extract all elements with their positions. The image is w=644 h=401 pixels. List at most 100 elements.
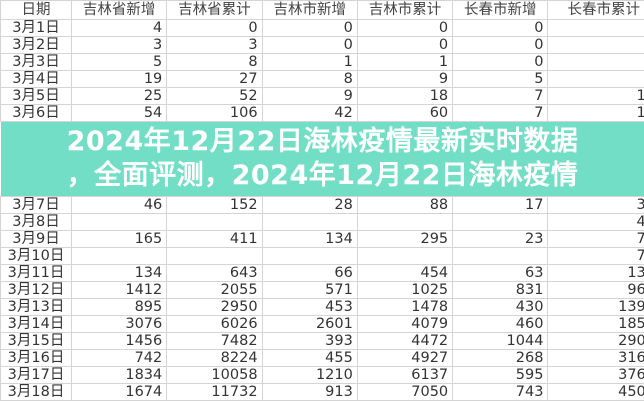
date-cell: 3月16日 — [1, 350, 72, 367]
value-cell: 1456 — [71, 333, 166, 350]
value-cell: 268 — [453, 350, 548, 367]
value-cell: 17 — [453, 197, 548, 214]
value-cell: 2901 — [548, 333, 644, 350]
value-cell: 134 — [262, 231, 357, 248]
value-cell: 7 — [453, 88, 548, 105]
value-cell — [357, 214, 452, 231]
value-cell: 0 — [548, 20, 644, 37]
value-cell: 9 — [357, 71, 452, 88]
value-cell: 60 — [357, 105, 452, 122]
value-cell: 0 — [357, 37, 452, 54]
value-cell: 595 — [453, 367, 548, 384]
value-cell: 3 — [71, 37, 166, 54]
value-cell: 7050 — [357, 384, 452, 401]
value-cell — [453, 248, 548, 265]
value-cell: 0 — [262, 37, 357, 54]
value-cell: 48 — [548, 214, 644, 231]
banner-cell: 2024年12月22日海林疫情最新实时数据 ，全面评测，2024年12月22日海… — [1, 122, 644, 197]
date-cell: 3月12日 — [1, 282, 72, 299]
table-row: 3月16日742822445549272683169 — [1, 350, 644, 367]
banner-title-line-2: ，全面评测，2024年12月22日海林疫情 — [67, 159, 579, 193]
header-row: 日期吉林省新增吉林省累计吉林市新增吉林市累计长春市新增长春市累计 — [1, 1, 644, 20]
value-cell: 4079 — [357, 316, 452, 333]
value-cell: 12 — [548, 88, 644, 105]
value-cell: 6026 — [167, 316, 262, 333]
date-cell: 3月10日 — [1, 248, 72, 265]
value-cell: 18 — [357, 88, 452, 105]
table-row: 3月4日19278955 — [1, 71, 644, 88]
table-row: 3月13日895295045314784301397 — [1, 299, 644, 316]
table-row: 3月14日30766026260140794601857 — [1, 316, 644, 333]
value-cell: 11732 — [167, 384, 262, 401]
value-cell: 9 — [262, 88, 357, 105]
date-cell: 3月13日 — [1, 299, 72, 316]
value-cell: 0 — [453, 20, 548, 37]
value-cell: 1210 — [262, 367, 357, 384]
value-cell: 455 — [262, 350, 357, 367]
value-cell: 19 — [548, 105, 644, 122]
value-cell: 19 — [71, 71, 166, 88]
table-row: 3月17日183410058121061375953764 — [1, 367, 644, 384]
banner-title-line-1: 2024年12月22日海林疫情最新实时数据 — [67, 125, 579, 159]
date-cell: 3月11日 — [1, 265, 72, 282]
value-cell: 6137 — [357, 367, 452, 384]
column-header: 长春市新增 — [453, 1, 548, 20]
value-cell: 42 — [262, 105, 357, 122]
value-cell: 453 — [262, 299, 357, 316]
value-cell: 295 — [357, 231, 452, 248]
value-cell: 88 — [357, 197, 452, 214]
value-cell: 8224 — [167, 350, 262, 367]
table-row: 3月7日4615228881736 — [1, 197, 644, 214]
value-cell: 0 — [357, 20, 452, 37]
value-cell: 3076 — [71, 316, 166, 333]
value-cell: 54 — [71, 105, 166, 122]
value-cell: 460 — [453, 316, 548, 333]
table-row: 3月15日14567482393447210442901 — [1, 333, 644, 350]
title-banner: 2024年12月22日海林疫情最新实时数据 ，全面评测，2024年12月22日海… — [1, 122, 644, 196]
table-row: 3月2日330000 — [1, 37, 644, 54]
date-cell: 3月9日 — [1, 231, 72, 248]
value-cell: 0 — [453, 37, 548, 54]
value-cell: 430 — [453, 299, 548, 316]
column-header: 吉林省累计 — [167, 1, 262, 20]
value-cell: 4 — [71, 20, 166, 37]
value-cell: 831 — [453, 282, 548, 299]
value-cell: 1044 — [453, 333, 548, 350]
value-cell: 411 — [167, 231, 262, 248]
value-cell: 4472 — [357, 333, 452, 350]
value-cell: 8 — [262, 71, 357, 88]
value-cell: 52 — [167, 88, 262, 105]
value-cell: 2601 — [262, 316, 357, 333]
value-cell: 4927 — [357, 350, 452, 367]
value-cell: 4507 — [548, 384, 644, 401]
column-header: 吉林省新增 — [71, 1, 166, 20]
value-cell: 10058 — [167, 367, 262, 384]
value-cell: 0 — [548, 37, 644, 54]
value-cell: 2055 — [167, 282, 262, 299]
value-cell: 0 — [262, 20, 357, 37]
table-row: 3月18日16741173291370507434507 — [1, 384, 644, 401]
value-cell: 165 — [71, 231, 166, 248]
date-cell: 3月7日 — [1, 197, 72, 214]
value-cell: 3 — [167, 37, 262, 54]
value-cell: 7 — [453, 105, 548, 122]
value-cell: 66 — [262, 265, 357, 282]
value-cell — [167, 214, 262, 231]
date-cell: 3月1日 — [1, 20, 72, 37]
value-cell: 1025 — [357, 282, 452, 299]
value-cell — [262, 214, 357, 231]
date-cell: 3月6日 — [1, 105, 72, 122]
value-cell: 742 — [71, 350, 166, 367]
value-cell: 1 — [357, 54, 452, 71]
value-cell — [71, 214, 166, 231]
table-row: 3月1日400000 — [1, 20, 644, 37]
value-cell: 1412 — [71, 282, 166, 299]
value-cell: 3764 — [548, 367, 644, 384]
value-cell: 5 — [71, 54, 166, 71]
value-cell: 913 — [262, 384, 357, 401]
value-cell: 71 — [548, 231, 644, 248]
value-cell: 63 — [453, 265, 548, 282]
table-row: 3月6日541064260719 — [1, 105, 644, 122]
value-cell: 571 — [262, 282, 357, 299]
